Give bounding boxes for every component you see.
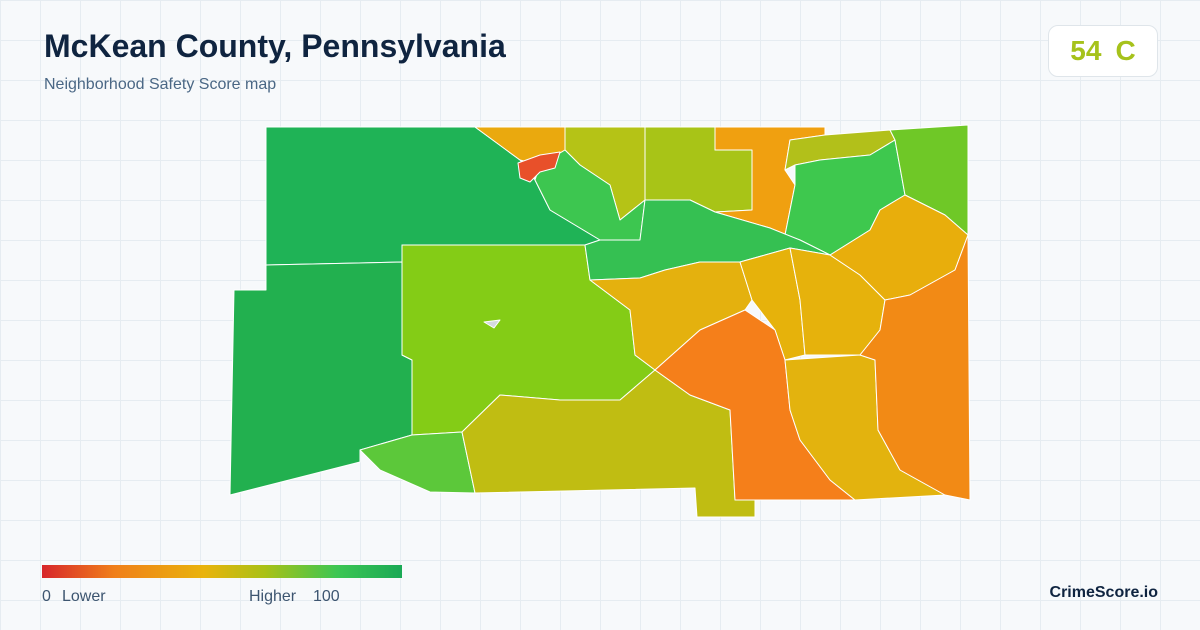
region bbox=[517, 151, 561, 183]
title: McKean County, Pennsylvania bbox=[44, 28, 506, 64]
legend-max-label: Higher bbox=[249, 588, 297, 605]
brand: CrimeScore.io bbox=[1049, 584, 1158, 601]
region bbox=[589, 261, 753, 371]
subtitle: Neighborhood Safety Score map bbox=[44, 76, 277, 93]
legend-gradient bbox=[42, 565, 402, 578]
region bbox=[859, 234, 971, 501]
legend-min: 0 bbox=[42, 588, 51, 605]
score-value: 54 bbox=[1070, 35, 1102, 66]
region bbox=[483, 319, 501, 329]
legend-max: 100 bbox=[313, 588, 340, 605]
score-grade: C bbox=[1115, 35, 1136, 66]
score-badge: 54 C bbox=[1048, 25, 1158, 77]
legend-min-label: Lower bbox=[62, 588, 106, 605]
